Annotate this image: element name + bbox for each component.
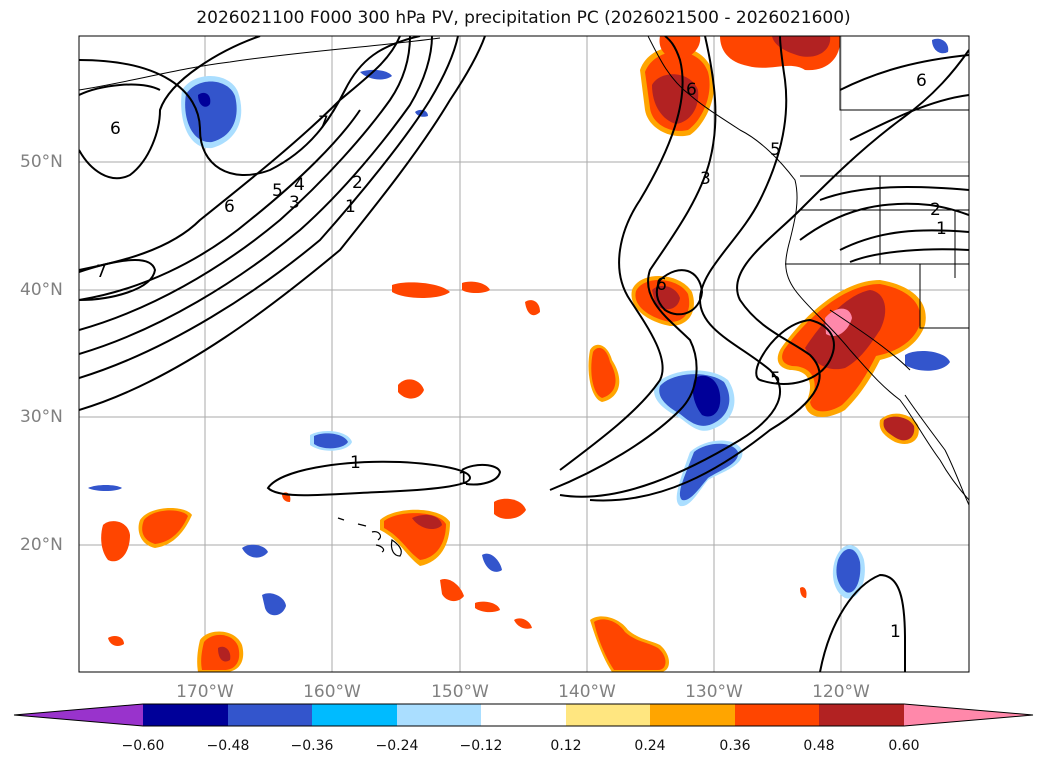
lon-label: 140°W: [558, 682, 616, 702]
contour-label: 7: [318, 113, 329, 133]
contour-label: 6: [916, 71, 927, 91]
precip-neg-blob: [692, 375, 721, 417]
map-frame: [78, 35, 970, 673]
contour-label: 1: [936, 219, 947, 239]
precip-neg-blob: [185, 81, 237, 143]
colorbar-tick: 0.60: [888, 738, 920, 754]
contour-label: 2: [930, 200, 941, 220]
lon-label: 160°W: [303, 682, 361, 702]
contour-label: 7: [96, 262, 107, 282]
contour-label: 6: [110, 119, 121, 139]
colorbar-tick: 0.24: [634, 738, 666, 754]
colorbar-tick: 0.48: [803, 738, 835, 754]
precip-pos-blob: [440, 578, 464, 602]
colorbar-segment: [819, 704, 904, 726]
colorbar-tick: 0.12: [550, 738, 582, 754]
colorbar-tick: 0.36: [719, 738, 751, 754]
colorbar-tick: −0.48: [206, 738, 250, 754]
colorbar-segment: [397, 704, 481, 726]
precip-pos-blob: [142, 510, 188, 544]
precip-neg-blob: [932, 38, 949, 54]
lat-label: 30°N: [20, 407, 63, 427]
contour-label: 1: [350, 453, 361, 473]
precip-pos-blob: [594, 619, 666, 670]
colorbar-outline: [13, 703, 1034, 727]
precip-blobs: [88, 36, 950, 672]
precip-pos-blob: [800, 587, 807, 598]
precip-neg-blob: [88, 485, 122, 491]
precip-pos-blob: [591, 347, 616, 398]
lon-label: 170°W: [176, 682, 234, 702]
colorbar-tick: −0.12: [459, 738, 503, 754]
colorbar-tick: −0.60: [121, 738, 165, 754]
precip-neg-blob: [905, 350, 950, 371]
chart-title: 2026021100 F000 300 hPa PV, precipitatio…: [196, 8, 851, 28]
precip-pos-blob: [475, 601, 500, 613]
precip-pos-blob: [659, 36, 701, 60]
precip-pos-blob: [398, 379, 424, 399]
contour-label: 1: [345, 197, 356, 217]
lat-label: 20°N: [20, 535, 63, 555]
contour-labels: 6 7 6 5 4 3 2 1 7 6 3 5 2 1 6 5 1 1 1 6: [96, 71, 947, 642]
lon-label: 120°W: [812, 682, 870, 702]
precip-pos-blob: [108, 636, 124, 646]
colorbar-segment: [143, 704, 228, 726]
contour-label: 6: [224, 197, 235, 217]
precip-pos-blob: [525, 300, 540, 316]
contour-label: 6: [686, 80, 697, 100]
colorbar-high-extend: [904, 704, 1033, 726]
coastlines: [79, 36, 969, 506]
precip-neg-blob: [836, 548, 861, 593]
colorbar-tick: −0.36: [290, 738, 334, 754]
precip-neg-blob: [482, 553, 502, 572]
precip-pos-blob: [462, 281, 490, 293]
lon-label: 130°W: [685, 682, 743, 702]
contour-label: 2: [352, 173, 363, 193]
precip-pos-blob: [392, 282, 450, 298]
colorbar-segment: [312, 704, 397, 726]
precip-pos-blob: [514, 618, 532, 629]
contour-label: 3: [700, 169, 711, 189]
contour-label: 4: [294, 175, 305, 195]
contour-label: 5: [272, 181, 283, 201]
colorbar-tick: −0.24: [375, 738, 419, 754]
colorbar-segment: [566, 704, 650, 726]
colorbar-segment: [481, 704, 566, 726]
lon-label: 150°W: [431, 682, 489, 702]
precip-pos-blob: [494, 498, 526, 519]
contour-label: 3: [289, 193, 300, 213]
colorbar-segment: [735, 704, 819, 726]
colorbar: [13, 703, 1034, 727]
contour-label: 1: [890, 622, 901, 642]
contour-label: 1: [458, 469, 469, 489]
colorbar-segment: [650, 704, 735, 726]
lat-label: 50°N: [20, 152, 63, 172]
precip-pos-blob: [772, 36, 831, 57]
precip-neg-blob: [198, 92, 211, 107]
precip-neg-blob: [314, 433, 348, 449]
contour-label: 5: [770, 369, 781, 389]
contour-label: 6: [656, 275, 667, 295]
precip-pos-blob: [883, 416, 915, 441]
precip-pos-blob: [652, 74, 699, 124]
lat-label: 40°N: [20, 280, 63, 300]
precip-neg-blob: [262, 593, 286, 616]
precip-pos-blob: [218, 646, 231, 662]
precip-pos-blob: [412, 514, 442, 530]
pv-contours: [79, 36, 969, 672]
hawaii-islands: [337, 517, 402, 557]
colorbar-low-extend: [14, 704, 143, 726]
colorbar-segment: [228, 704, 312, 726]
contour-label: 5: [770, 140, 781, 160]
precip-neg-blob: [242, 544, 268, 558]
precip-pos-blob: [101, 521, 130, 562]
